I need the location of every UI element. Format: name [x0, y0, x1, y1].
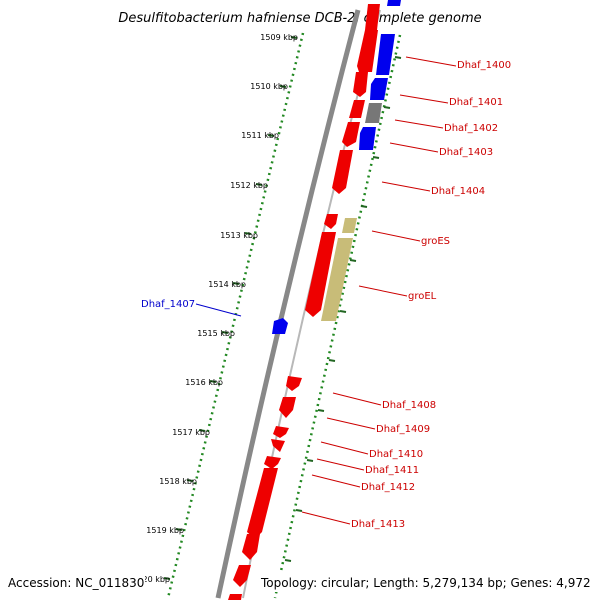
- accession-text: Accession: NC_011830: [8, 576, 144, 590]
- gene-dhaf-1402[interactable]: [365, 103, 382, 123]
- label-dhaf-1411[interactable]: Dhaf_1411: [365, 465, 419, 476]
- gene-groes[interactable]: [324, 214, 338, 229]
- gene-dhaf-1403[interactable]: [359, 127, 376, 150]
- accession-backing: [5, 572, 145, 592]
- gene-dhaf-1402-fwd[interactable]: [349, 100, 365, 118]
- gene-dhaf-1413[interactable]: [247, 468, 278, 539]
- label-dhaf-1408[interactable]: Dhaf_1408: [382, 400, 436, 411]
- tick-mark: [279, 85, 287, 88]
- label-dhaf-1404[interactable]: Dhaf_1404: [431, 186, 485, 197]
- tick-mark: [198, 429, 206, 432]
- gene-fragment-top[interactable]: [365, 4, 380, 30]
- map-title: Desulfitobacterium hafniense DCB-2, comp…: [118, 11, 481, 26]
- tick-mark: [221, 331, 229, 334]
- label-dhaf-1401[interactable]: Dhaf_1401: [449, 97, 503, 108]
- label-dhaf-1410[interactable]: Dhaf_1410: [369, 449, 423, 460]
- label-dhaf-1412[interactable]: Dhaf_1412: [361, 482, 415, 493]
- tick-mark: [244, 232, 252, 235]
- tick-mark: [232, 282, 240, 285]
- forward-genes: [228, 4, 380, 600]
- label-groes[interactable]: groES: [421, 236, 450, 247]
- gene-dhaf-1401[interactable]: [376, 34, 395, 75]
- tick-label: 1516 kbp: [185, 378, 223, 387]
- tick-label: 1514 kbp: [208, 280, 246, 289]
- scale-ticks: 1509 kbp 1510 kbp 1511 kbp 1512 kbp 1513…: [132, 33, 298, 584]
- tick-mark: [175, 528, 183, 531]
- label-dhaf-1403[interactable]: Dhaf_1403: [439, 147, 493, 158]
- gene-labels: Dhaf_1400 Dhaf_1401 Dhaf_1402 Dhaf_1403 …: [141, 60, 511, 530]
- scale-track: [166, 32, 305, 599]
- label-dhaf-1407[interactable]: Dhaf_1407: [141, 299, 195, 310]
- gene-bottom-2[interactable]: [228, 594, 242, 600]
- gene-dhaf-1401-arrow[interactable]: [353, 72, 368, 97]
- label-dhaf-1402[interactable]: Dhaf_1402: [444, 123, 498, 134]
- topology-text: Topology: circular; Length: 5,279,134 bp…: [260, 576, 591, 590]
- topology-backing: [258, 572, 595, 592]
- gene-bottom-1[interactable]: [233, 565, 251, 587]
- gene-dhaf-1407[interactable]: [272, 318, 288, 334]
- gene-dhaf-1408[interactable]: [286, 376, 302, 391]
- label-leaders: [195, 56, 457, 525]
- tick-label: 1509 kbp: [260, 33, 298, 42]
- label-dhaf-1400[interactable]: Dhaf_1400: [457, 60, 511, 71]
- tick-label: 1511 kbp: [241, 131, 279, 140]
- gene-dhaf-1401-b[interactable]: [370, 78, 388, 100]
- tick-label: 1520 kbp: [132, 575, 170, 584]
- inner-track-ticks: [284, 56, 402, 562]
- tick-label: 1515 kbp: [197, 329, 235, 338]
- gene-after-1413[interactable]: [242, 534, 260, 560]
- gene-dhaf-1403-fwd[interactable]: [342, 122, 360, 147]
- label-dhaf-1413[interactable]: Dhaf_1413: [351, 519, 405, 530]
- gene-reverse-top[interactable]: [387, 0, 401, 6]
- tick-label: 1510 kbp: [250, 82, 288, 91]
- tick-mark: [267, 134, 275, 137]
- gene-dhaf-1411[interactable]: [271, 439, 285, 452]
- tick-mark: [186, 479, 194, 482]
- tick-mark: [209, 380, 217, 383]
- tick-label: 1518 kbp: [159, 477, 197, 486]
- gene-groel-fwd[interactable]: [305, 232, 336, 317]
- inner-dotted-track: [273, 34, 402, 599]
- tick-label: 1519 kbp: [146, 526, 184, 535]
- gene-groes-rev[interactable]: [342, 218, 357, 233]
- tick-label: 1512 kbp: [230, 181, 268, 190]
- tick-label: 1517 kbp: [172, 428, 210, 437]
- gene-dhaf-1400[interactable]: [357, 30, 378, 72]
- gene-dhaf-1404[interactable]: [332, 150, 353, 194]
- tick-mark: [290, 36, 298, 39]
- label-groel[interactable]: groEL: [408, 291, 437, 302]
- gene-dhaf-1412[interactable]: [264, 456, 281, 469]
- gene-dhaf-1409[interactable]: [279, 397, 296, 418]
- label-dhaf-1409[interactable]: Dhaf_1409: [376, 424, 430, 435]
- tick-label: 1513 kbp: [220, 231, 258, 240]
- gene-dhaf-1410[interactable]: [273, 426, 289, 438]
- gene-groel[interactable]: [321, 238, 353, 321]
- tick-mark: [163, 577, 171, 580]
- reverse-genes: [272, 0, 401, 334]
- genome-backbone: [215, 9, 361, 599]
- tick-mark: [255, 183, 263, 186]
